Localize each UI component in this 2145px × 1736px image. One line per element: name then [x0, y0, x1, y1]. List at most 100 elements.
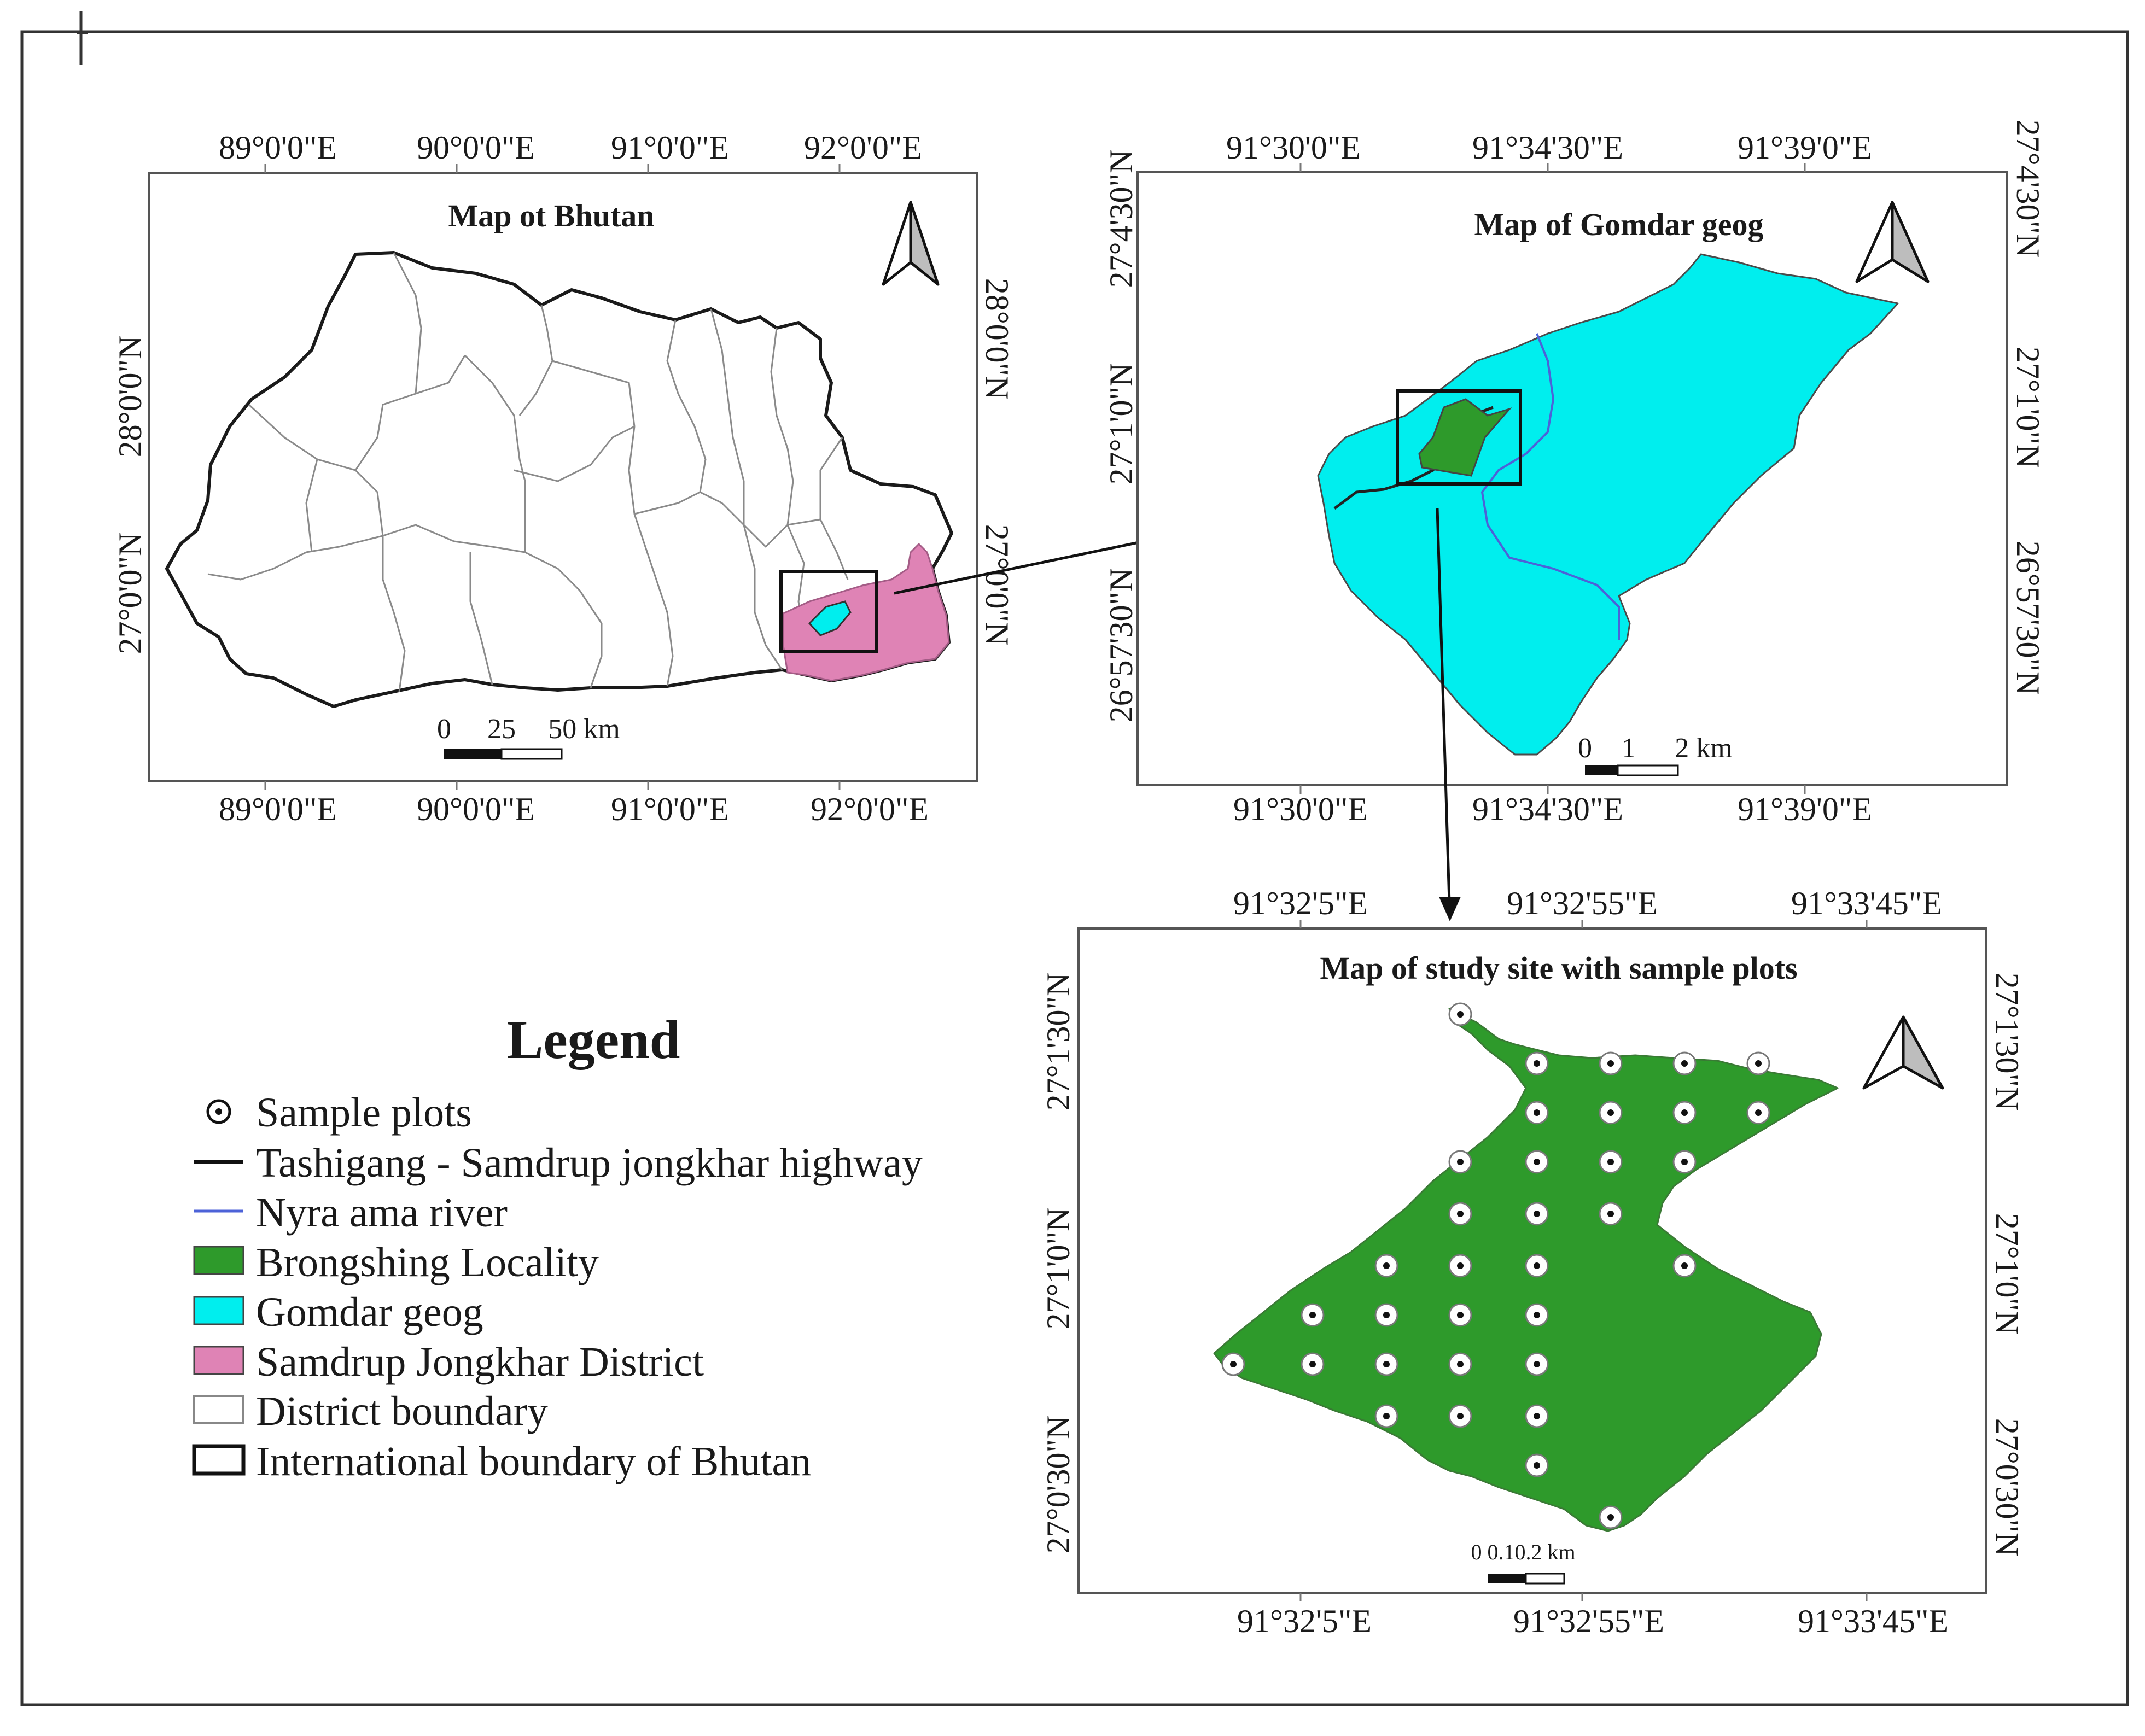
sample-plot	[1525, 1254, 1549, 1278]
outer-frame	[20, 30, 2129, 1706]
legend-label-brongshing: Brongshing Locality	[256, 1240, 599, 1285]
study-lat-right-2: 27°1'0"N	[1989, 1213, 2025, 1335]
sample-plot	[1525, 1202, 1549, 1226]
gomdar-lon-bottom-1: 91°30'0"E	[1233, 791, 1368, 827]
legend-item-sample-plots: Sample plots	[206, 1090, 472, 1136]
bhutan-lon-top-3: 91°0'0"E	[611, 130, 729, 166]
sample-plot	[1525, 1150, 1549, 1174]
sample-plot	[1525, 1404, 1549, 1428]
bhutan-scale-bar: 0 25 50 km	[437, 714, 620, 760]
bhutan-lon-top-4: 92°0'0"E	[804, 130, 922, 166]
sample-plots	[1221, 1002, 1770, 1529]
legend-item-river: Nyra ama river	[194, 1190, 508, 1236]
legend-item-international-boundary: International boundary of Bhutan	[192, 1439, 811, 1484]
sample-plot	[1448, 1404, 1472, 1428]
sample-plot	[1525, 1352, 1549, 1376]
study-scale-label: 0 0.10.2 km	[1471, 1540, 1575, 1564]
brongshing-swatch	[193, 1246, 244, 1275]
nyra-ama-river-gomdar	[1480, 333, 1620, 640]
legend-item-highway: Tashigang - Samdrup jongkhar highway	[194, 1140, 923, 1186]
map-study: Map of study site with sample plots 91°3…	[1040, 885, 2025, 1639]
sample-plot	[1374, 1352, 1398, 1376]
legend-item-gomdar: Gomdar geog	[193, 1289, 483, 1335]
bhutan-lat-left-2: 27°0'0"N	[112, 533, 148, 654]
legend-label-international-boundary: International boundary of Bhutan	[256, 1439, 811, 1484]
gomdar-lat-right-1: 27°4'30"N	[2010, 120, 2046, 258]
gomdar-geog-area	[1317, 253, 1899, 756]
study-lon-top-3: 91°33'45"E	[1791, 885, 1942, 921]
gomdar-scale-tick-2: 2 km	[1675, 733, 1732, 764]
sample-plot	[1672, 1150, 1697, 1174]
legend-label-sample-plots: Sample plots	[256, 1090, 472, 1136]
district-boundary-swatch	[193, 1395, 244, 1424]
sample-plot	[1448, 1352, 1472, 1376]
sample-plot	[1525, 1101, 1549, 1125]
gomdar-lat-left-3: 26°57'30"N	[1103, 568, 1139, 723]
bhutan-scale-tick-25: 25	[487, 714, 516, 745]
district-boundaries	[207, 252, 849, 692]
study-scale-bar: 0 0.10.2 km	[1471, 1540, 1576, 1585]
study-lon-bottom-3: 91°33'45"E	[1798, 1603, 1949, 1639]
gomdar-geog-inset	[808, 600, 852, 636]
sample-plot	[1448, 1150, 1472, 1174]
map-gomdar: Map of Gomdar geog 91°30'0"E 91°34'30"E …	[1103, 120, 2046, 827]
sample-plot	[1599, 1505, 1623, 1529]
study-lat-right-3: 27°0'30"N	[1989, 1418, 2025, 1557]
sample-plot	[1448, 1254, 1472, 1278]
gomdar-scale-tick-1: 1	[1622, 733, 1636, 764]
gomdar-inset-box	[1396, 389, 1522, 486]
sample-plot	[1746, 1051, 1770, 1075]
legend-item-samdrup: Samdrup Jongkhar District	[193, 1339, 704, 1385]
sample-plot	[1374, 1254, 1398, 1278]
study-lat-right-1: 27°1'30"N	[1989, 973, 2025, 1111]
sample-plot	[1599, 1101, 1623, 1125]
bhutan-lat-right-2: 27°0'0"N	[979, 524, 1015, 646]
gomdar-lat-left-1: 27°4'30"N	[1103, 150, 1139, 288]
bhutan-scale-tick-50: 50 km	[548, 714, 620, 745]
sample-plot	[1525, 1051, 1549, 1075]
gomdar-lat-right-3: 26°57'30"N	[2010, 541, 2046, 695]
legend-label-samdrup: Samdrup Jongkhar District	[256, 1339, 704, 1385]
map-study-title: Map of study site with sample plots	[1320, 950, 1797, 986]
study-lon-top-1: 91°32'5"E	[1233, 885, 1368, 921]
bhutan-lon-bottom-2: 90°0'0"E	[417, 791, 535, 827]
legend-title: Legend	[507, 1009, 680, 1070]
sample-plot	[1448, 1202, 1472, 1226]
bhutan-lon-bottom-1: 89°0'0"E	[219, 791, 337, 827]
sample-plot	[1746, 1101, 1770, 1125]
bhutan-lon-top-1: 89°0'0"E	[219, 130, 337, 166]
sample-plot	[1672, 1101, 1697, 1125]
connector-arrow-2	[1436, 508, 1461, 921]
gomdar-lat-right-2: 27°1'0"N	[2010, 347, 2046, 469]
legend: Legend Sample plots Tashigang - Samdrup …	[192, 1009, 923, 1484]
gomdar-lon-top-3: 91°39'0"E	[1738, 130, 1872, 166]
north-arrow-icon	[1855, 201, 1930, 283]
gomdar-lon-bottom-3: 91°39'0"E	[1738, 791, 1872, 827]
sample-plot	[1448, 1303, 1472, 1327]
sample-plot	[1374, 1303, 1398, 1327]
sample-plot	[1599, 1150, 1623, 1174]
sample-plot	[1525, 1303, 1549, 1327]
sample-plot	[1221, 1352, 1245, 1376]
sample-plot	[1672, 1254, 1697, 1278]
study-lon-bottom-1: 91°32'5"E	[1237, 1603, 1372, 1639]
study-lat-left-3: 27°0'30"N	[1040, 1416, 1076, 1554]
map-gomdar-title: Map of Gomdar geog	[1474, 207, 1764, 242]
gomdar-lon-top-2: 91°34'30"E	[1472, 130, 1623, 166]
legend-label-gomdar: Gomdar geog	[256, 1289, 483, 1335]
bhutan-lon-bottom-4: 92°0'0"E	[811, 791, 929, 827]
gomdar-scale-bar: 0 1 2 km	[1578, 733, 1733, 776]
bhutan-inset-box	[779, 570, 878, 653]
legend-item-district-boundary: District boundary	[193, 1388, 548, 1434]
legend-label-highway: Tashigang - Samdrup jongkhar highway	[256, 1140, 923, 1186]
sample-plot	[1599, 1051, 1623, 1075]
study-lat-left-2: 27°1'0"N	[1040, 1208, 1076, 1330]
study-lon-top-2: 91°32'55"E	[1507, 885, 1658, 921]
bhutan-lon-bottom-3: 91°0'0"E	[611, 791, 729, 827]
gomdar-swatch	[193, 1296, 244, 1325]
legend-label-district-boundary: District boundary	[256, 1388, 548, 1434]
map-bhutan: Map ot Bhutan 89°0'0"E 90°0'0"E 91°0'0"E…	[112, 130, 1015, 827]
bhutan-scale-tick-0: 0	[437, 714, 451, 745]
sample-plot-icon	[206, 1099, 231, 1124]
